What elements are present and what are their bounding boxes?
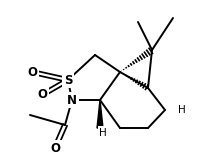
Text: H: H [178, 105, 186, 115]
Text: O: O [50, 141, 60, 155]
Text: N: N [67, 93, 77, 107]
Text: O: O [27, 66, 37, 79]
Text: H: H [99, 128, 107, 138]
Polygon shape [97, 100, 103, 128]
Text: O: O [37, 88, 47, 101]
Text: S: S [64, 74, 72, 86]
